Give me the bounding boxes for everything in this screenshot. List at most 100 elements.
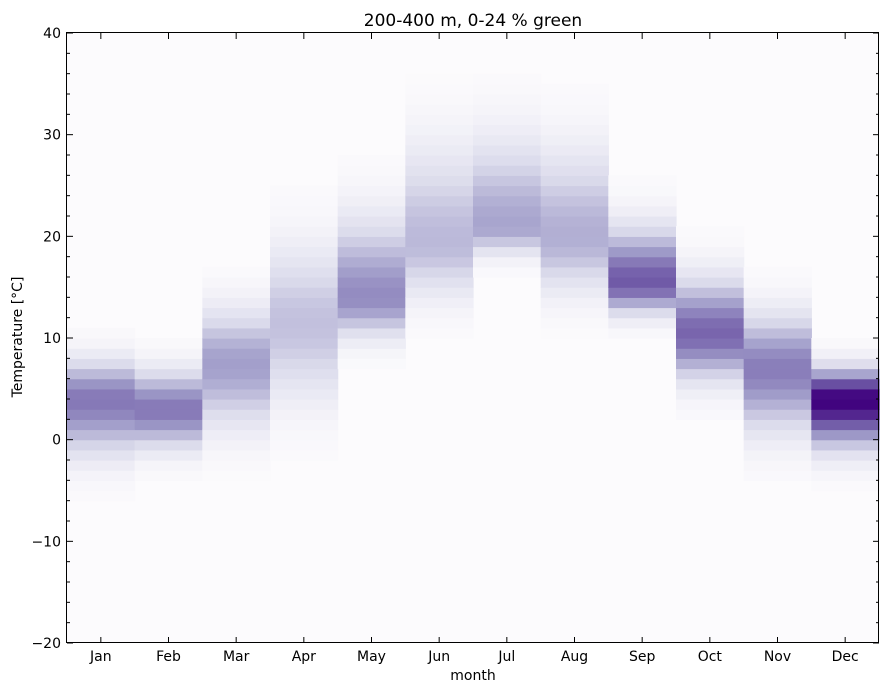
heatmap-cell-sep [608, 277, 677, 288]
heatmap-cell-jul [473, 73, 542, 85]
heatmap-cell-aug [540, 236, 609, 248]
heatmap-cell-may [337, 287, 406, 298]
heatmap-cell-nov [743, 419, 812, 431]
heatmap-cell-jun [405, 195, 474, 207]
heatmap-cell-jul [473, 256, 542, 268]
heatmap-cell-oct [676, 368, 745, 380]
heatmap-cell-nov [743, 266, 812, 278]
heatmap-cell-jan [67, 378, 136, 390]
heatmap-cell-sep [608, 195, 677, 207]
heatmap-cell-aug [540, 144, 609, 156]
heatmap-cell-sep [608, 185, 677, 197]
x-tick-label: Feb [156, 649, 181, 665]
heatmap-cell-nov [743, 277, 812, 288]
heatmap-cell-mar [202, 378, 271, 390]
heatmap-cell-feb [134, 368, 203, 380]
heatmap-cell-oct [676, 226, 745, 237]
heatmap-cell-apr [270, 409, 339, 420]
heatmap-cell-jul [473, 205, 542, 217]
heatmap-cell-apr [270, 439, 339, 451]
heatmap-cell-dec [811, 409, 880, 420]
heatmap-cell-nov [743, 297, 812, 309]
heatmap-cell-jul [473, 266, 542, 278]
heatmap-cell-feb [134, 429, 203, 441]
heatmap-cell-may [337, 236, 406, 248]
heatmap-cell-dec [811, 399, 880, 410]
x-tick-label: Jan [89, 649, 112, 665]
heatmap-cell-apr [270, 317, 339, 329]
heatmap-cell-may [337, 338, 406, 349]
heatmap-cell-nov [743, 399, 812, 410]
heatmap-cell-sep [608, 317, 677, 329]
heatmap-cell-feb [134, 348, 203, 359]
heatmap-cell-feb [134, 439, 203, 451]
heatmap-cell-nov [743, 307, 812, 319]
heatmap-cell-oct [676, 287, 745, 298]
heatmap-cell-aug [540, 226, 609, 237]
heatmap-cell-jun [405, 73, 474, 85]
heatmap-cell-jun [405, 297, 474, 309]
heatmap-cell-may [337, 165, 406, 176]
x-tick-label: Aug [561, 649, 588, 665]
heatmap-cell-nov [743, 409, 812, 420]
heatmap-cell-dec [811, 378, 880, 390]
y-tick-label: 40 [43, 26, 61, 42]
heatmap-cell-may [337, 317, 406, 329]
heatmap-cell-jun [405, 256, 474, 268]
heatmap-cell-aug [540, 266, 609, 278]
heatmap-cell-apr [270, 378, 339, 390]
heatmap-cell-jul [473, 134, 542, 146]
heatmap-cell-oct [676, 409, 745, 420]
heatmap-cell-sep [608, 266, 677, 278]
heatmap-cell-oct [676, 388, 745, 400]
heatmap-cell-may [337, 307, 406, 319]
heatmap-cell-feb [134, 460, 203, 471]
heatmap-cell-feb [134, 399, 203, 410]
heatmap-cell-jul [473, 114, 542, 126]
heatmap-cell-aug [540, 246, 609, 258]
x-axis: Jan Feb Mar Apr May Jun Jul Aug Sep Oct Nov Dec [89, 33, 859, 665]
heatmap-cell-apr [270, 449, 339, 461]
heatmap-cell-jan [67, 358, 136, 370]
heatmap-cell-jan [67, 368, 136, 380]
heatmap-cell-jun [405, 246, 474, 258]
heatmap-cell-nov [743, 429, 812, 441]
heatmap-cell-apr [270, 327, 339, 339]
heatmap-cell-nov [743, 368, 812, 380]
heatmap-cell-oct [676, 399, 745, 410]
heatmap-cell-apr [270, 195, 339, 207]
heatmap-cell-mar [202, 317, 271, 329]
heatmap-cell-aug [540, 165, 609, 176]
heatmap-cell-apr [270, 256, 339, 268]
heatmap-cell-jan [67, 388, 136, 400]
heatmap-cell-feb [134, 378, 203, 390]
heatmap-cell-apr [270, 358, 339, 370]
heatmap-cell-dec [811, 338, 880, 349]
heatmap-cell-aug [540, 297, 609, 309]
y-tick-label: 10 [43, 331, 61, 347]
heatmap-cell-jun [405, 134, 474, 146]
heatmap-cell-jan [67, 480, 136, 492]
heatmap-cell-jun [405, 266, 474, 278]
heatmap-cell-jan [67, 439, 136, 451]
heatmap-cell-may [337, 297, 406, 309]
heatmap-cell-jan [67, 399, 136, 410]
heatmap-cell-aug [540, 216, 609, 227]
heatmap-cell-nov [743, 338, 812, 349]
heatmap-cell-jul [473, 94, 542, 105]
heatmap-cell-jan [67, 449, 136, 461]
heatmap-cell-aug [540, 94, 609, 105]
heatmap-cell-nov [743, 449, 812, 461]
heatmap-cell-dec [811, 460, 880, 471]
heatmap-cell-mar [202, 399, 271, 410]
heatmap-cell-mar [202, 388, 271, 400]
heatmap-cell-sep [608, 307, 677, 319]
heatmap-cell-apr [270, 297, 339, 309]
heatmap-cell-dec [811, 470, 880, 481]
heatmap-cell-apr [270, 368, 339, 380]
heatmap-cell-jun [405, 287, 474, 298]
heatmap-cell-nov [743, 439, 812, 451]
heatmap-cell-nov [743, 327, 812, 339]
heatmap-cell-mar [202, 419, 271, 431]
heatmap-cells [67, 33, 880, 643]
